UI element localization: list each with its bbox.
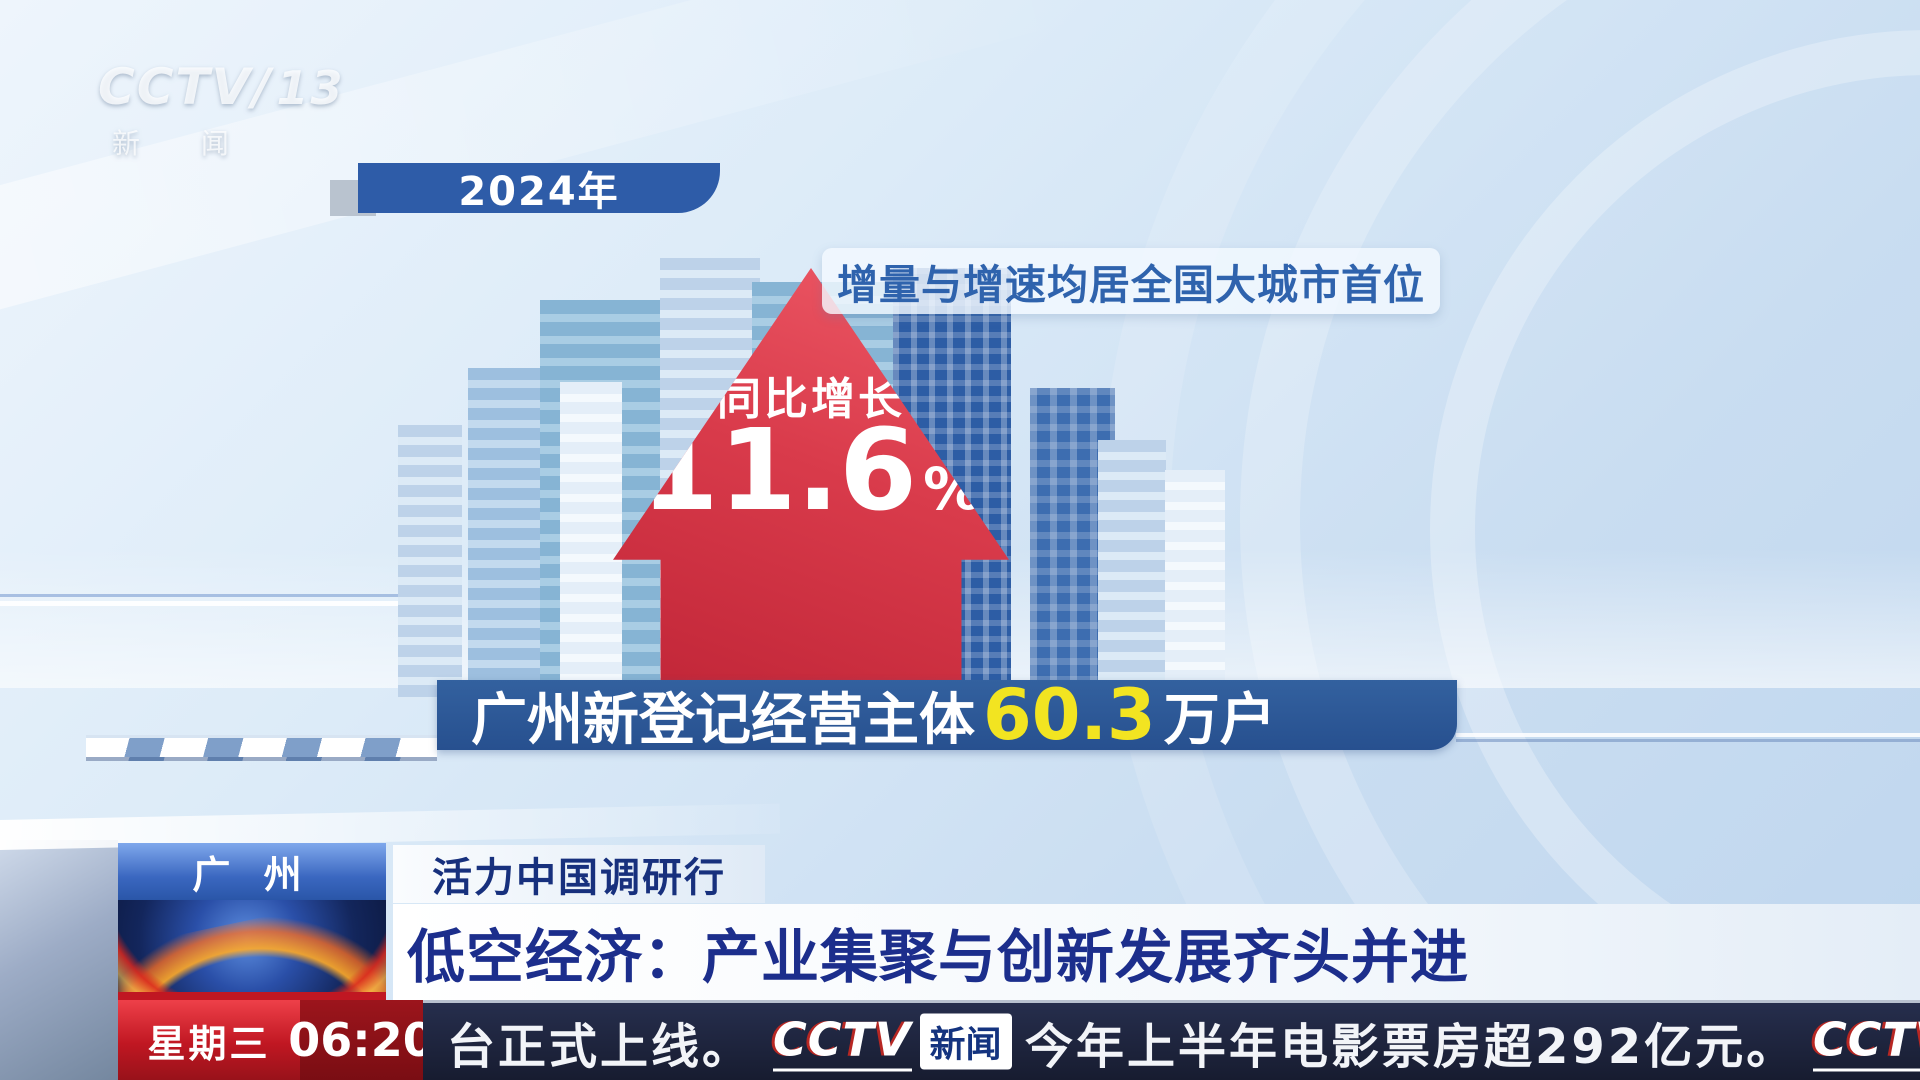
- news-badge: 新闻: [919, 1013, 1012, 1070]
- building: [560, 382, 622, 700]
- building: [1098, 440, 1166, 700]
- divider-line: [1456, 733, 1920, 737]
- studio-backdrop: [0, 840, 118, 1080]
- news-ticker: 台正式上线。 CCTV 新闻 今年上半年电影票房超292亿元。 CCTV 新闻: [423, 1000, 1920, 1080]
- stat-prefix: 广州新登记经营主体: [471, 687, 975, 753]
- clock: 06:20: [288, 1000, 435, 1080]
- building: [398, 425, 462, 700]
- infographic-headline: 增量与增速均居全国大城市首位: [822, 248, 1440, 314]
- stat-value: 60.3: [983, 674, 1156, 756]
- program-tag: 活力中国调研行: [393, 845, 765, 903]
- horizon-line: [0, 601, 430, 606]
- chyron-headline: 低空经济：产业集聚与创新发展齐头并进: [393, 904, 1920, 1000]
- stat-unit: 万户: [1163, 687, 1276, 753]
- time-box: 星期三 06:20: [118, 1000, 435, 1080]
- news-globe-graphic: [118, 900, 386, 992]
- stat-banner: 广州新登记经营主体 60.3 万户: [437, 674, 1457, 756]
- weekday-label: 星期三: [118, 1000, 300, 1080]
- location-box: 广 州: [118, 843, 386, 1000]
- channel-logo: CCTV/13: [98, 58, 345, 116]
- ticker-item: 今年上半年电影票房超292亿元。: [1025, 1018, 1798, 1075]
- growth-arrow-label: 同比增长: [717, 374, 905, 425]
- channel-watermark: CCTV/13 新 闻: [98, 58, 344, 162]
- ticker-item: 台正式上线。: [447, 1018, 754, 1075]
- year-badge: 2024年: [358, 163, 720, 215]
- building: [1165, 470, 1225, 700]
- cctv-logo-text: CCTV: [1813, 1012, 1920, 1071]
- divider-line: [1456, 739, 1920, 742]
- cctv-logo-text: CCTV: [773, 1012, 912, 1071]
- red-strip: [118, 992, 386, 1000]
- horizon-line: [0, 594, 430, 597]
- location-label: 广 州: [118, 843, 386, 900]
- cctv-news-logo: CCTV 新闻: [773, 1012, 1012, 1071]
- striped-road-band: [86, 735, 437, 761]
- channel-name: 新 闻: [112, 127, 255, 160]
- cctv-news-logo: CCTV 新闻: [1813, 1012, 1920, 1071]
